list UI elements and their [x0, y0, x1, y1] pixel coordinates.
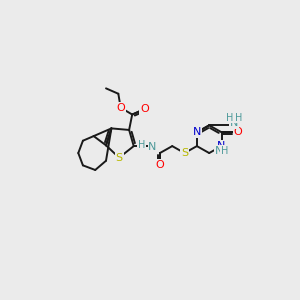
Text: N: N	[148, 142, 157, 152]
Text: N: N	[230, 118, 238, 128]
Text: H: H	[138, 140, 145, 150]
Text: N: N	[215, 146, 224, 156]
Text: O: O	[155, 160, 164, 170]
Text: O: O	[140, 104, 149, 114]
Text: N: N	[217, 141, 226, 151]
Text: N: N	[193, 127, 201, 137]
Text: O: O	[233, 127, 242, 137]
Text: H: H	[235, 112, 242, 123]
Text: O: O	[116, 103, 125, 112]
Text: H: H	[226, 112, 234, 123]
Text: H: H	[221, 146, 228, 156]
Text: S: S	[116, 153, 123, 163]
Text: S: S	[181, 148, 188, 158]
